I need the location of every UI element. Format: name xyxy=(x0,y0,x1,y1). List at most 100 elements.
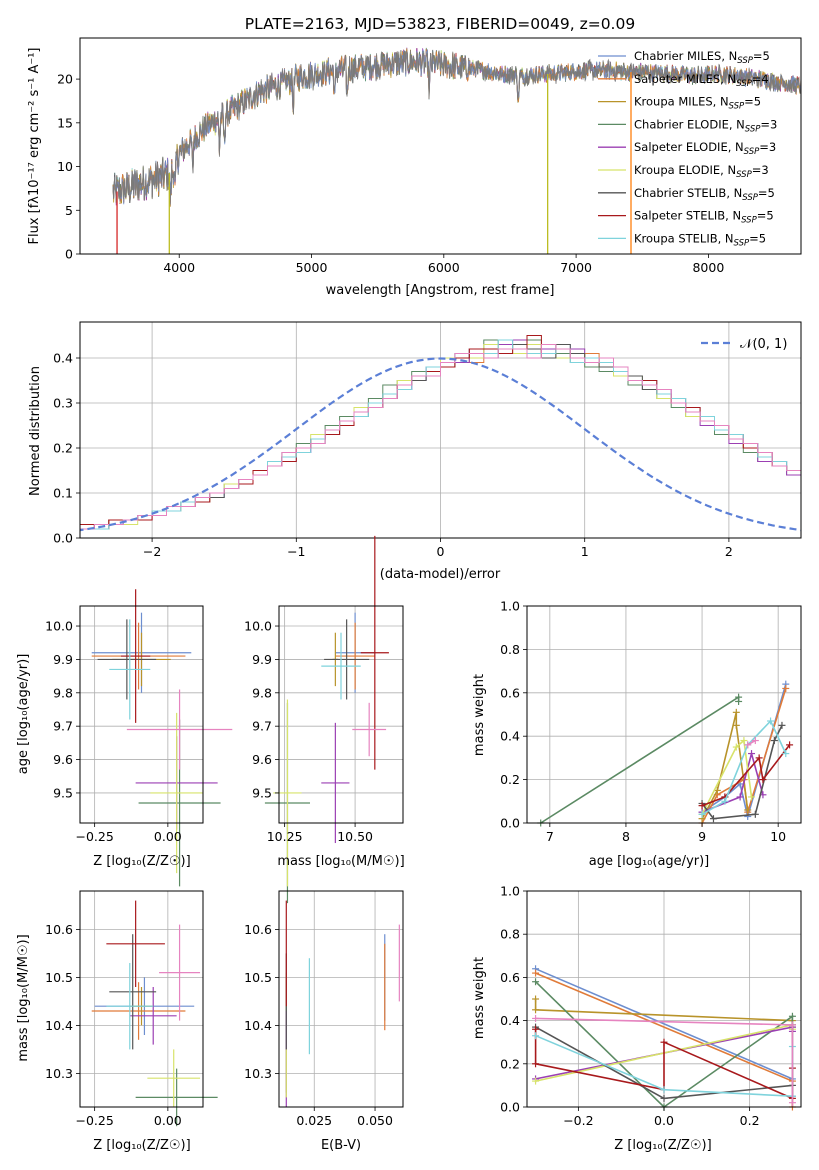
spectrum-xtick-label: 5000 xyxy=(296,260,328,275)
age-vs-mass-xlabel: mass [log₁₀(M/M☉)] xyxy=(277,854,404,869)
residuals-xtick-label: −1 xyxy=(287,544,305,559)
residuals-ytick-label: 0.1 xyxy=(53,486,73,501)
age_vs_mass-xtick-label: 10.25 xyxy=(267,829,303,844)
weight_vs_Z-ytick-label: 1.0 xyxy=(500,884,520,899)
mass_vs_ebv-xtick-label: 0.025 xyxy=(296,1113,332,1128)
legend-label: Kroupa ELODIE, NSSP=3 xyxy=(634,163,769,180)
weight-vs-z-ylabel: mass weight xyxy=(472,957,487,1039)
age_vs_Z-xtick-label: −0.25 xyxy=(75,829,113,844)
age_vs_Z-ytick-label: 9.5 xyxy=(53,785,73,800)
legend-label: Salpeter STELIB, NSSP=5 xyxy=(634,209,774,226)
weight_vs_Z-ytick-label: 0.4 xyxy=(500,1013,520,1028)
age_vs_mass-ytick-label: 9.9 xyxy=(252,652,272,667)
spectrum-xtick-label: 6000 xyxy=(428,260,460,275)
age_vs_Z-ytick-label: 9.6 xyxy=(53,752,73,767)
weight_vs_Z-xtick-label: 0.2 xyxy=(740,1113,760,1128)
age_vs_mass-xtick-label: 10.50 xyxy=(337,829,373,844)
mass-vs-z-panel: −0.25 0.00 10.3 10.4 10.5 10.6 xyxy=(45,890,218,1128)
age_vs_mass-ytick-label: 10.0 xyxy=(244,619,272,634)
spectrum-ylabel: Flux [fλ10⁻¹⁷ erg cm⁻² s⁻¹ A⁻¹] xyxy=(27,48,42,245)
spectrum-legend: Chabrier MILES, NSSP=5 Salpeter MILES, NS… xyxy=(598,49,777,248)
age_vs_Z-ytick-label: 9.8 xyxy=(53,685,73,700)
age_vs_Z-xtick-label: 0.00 xyxy=(154,829,182,844)
age_vs_mass-ytick-label: 9.5 xyxy=(252,785,272,800)
mass_vs_Z-ytick-label: 10.6 xyxy=(45,922,73,937)
residuals-ytick-label: 0.0 xyxy=(53,531,73,546)
residuals-ytick-label: 0.3 xyxy=(53,396,73,411)
weight_vs_age-ytick-label: 0.4 xyxy=(500,729,520,744)
weight_vs_age-xtick-label: 7 xyxy=(546,829,554,844)
residuals-histogram xyxy=(80,344,801,530)
residuals-histogram xyxy=(80,339,801,530)
age_vs_Z-ytick-label: 10.0 xyxy=(45,619,73,634)
residuals-legend: 𝒩(0, 1) xyxy=(701,337,787,352)
spectrum-frame xyxy=(79,37,802,255)
mass_vs_Z-ytick-label: 10.3 xyxy=(45,1066,73,1081)
mass_vs_ebv-frame xyxy=(278,890,404,1108)
weight_vs_age-ytick-label: 0.0 xyxy=(500,816,520,831)
weight_vs_age-ytick-label: 0.2 xyxy=(500,772,520,787)
weight-line xyxy=(540,695,740,824)
residuals-histogram xyxy=(80,344,801,530)
mass-vs-ebv-panel: 0.025 0.050 10.3 10.4 10.5 10.6 xyxy=(244,890,404,1128)
mass-vs-ebv-xlabel: E(B-V) xyxy=(321,1138,361,1153)
legend-label: Chabrier MILES, NSSP=5 xyxy=(634,49,770,66)
weight_vs_age-ytick-label: 1.0 xyxy=(500,599,520,614)
residuals-xtick-label: 0 xyxy=(437,544,445,559)
spectrum-xtick-label: 8000 xyxy=(692,260,724,275)
residuals-xlabel: (data-model)/error xyxy=(380,567,501,582)
residuals-ytick-label: 0.4 xyxy=(53,351,73,366)
weight_vs_age-ytick-label: 0.6 xyxy=(500,685,520,700)
legend-label: Kroupa MILES, NSSP=5 xyxy=(634,95,761,112)
age_vs_Z-ytick-label: 9.9 xyxy=(53,652,73,667)
residuals-xtick-label: −2 xyxy=(143,544,161,559)
residuals-panel: −2 −1 0 1 2 0.0 0.1 0.2 0.3 0.4 xyxy=(53,321,802,559)
weight-line xyxy=(701,738,753,815)
weight-vs-z-xlabel: Z [log₁₀(Z/Z☉)] xyxy=(614,1138,711,1153)
legend-label: Salpeter ELODIE, NSSP=3 xyxy=(634,140,776,157)
mass-vs-z-ylabel: mass [log₁₀(M/M☉)] xyxy=(16,934,31,1061)
weight_vs_age-xtick-label: 10 xyxy=(770,829,786,844)
weight_vs_Z-xtick-label: 0.0 xyxy=(654,1113,674,1128)
age_vs_Z-frame xyxy=(79,605,204,824)
weight_vs_Z-ytick-label: 0.6 xyxy=(500,970,520,985)
weight_vs_age-xtick-label: 8 xyxy=(622,829,630,844)
weight_vs_age-ytick-label: 0.8 xyxy=(500,642,520,657)
spectrum-ytick-label: 10 xyxy=(57,159,73,174)
spectrum-ytick-label: 5 xyxy=(65,203,73,218)
spectrum-xlabel: wavelength [Angstrom, rest frame] xyxy=(326,283,555,298)
weight-line xyxy=(701,750,764,813)
spectrum-ytick-label: 15 xyxy=(57,115,73,130)
age_vs_mass-ytick-label: 9.6 xyxy=(252,752,272,767)
weight-vs-age-ylabel: mass weight xyxy=(472,674,487,756)
residuals-plot-area xyxy=(80,335,801,532)
residuals-ylabel: Normed distribution xyxy=(28,366,43,496)
mass_vs_ebv-ytick-label: 10.4 xyxy=(244,1018,272,1033)
residuals-xtick-label: 1 xyxy=(581,544,589,559)
mass_vs_Z-xtick-label: 0.00 xyxy=(154,1113,182,1128)
residuals-histogram xyxy=(80,339,801,530)
weight_vs_Z-ytick-label: 0.2 xyxy=(500,1056,520,1071)
mass_vs_Z-ytick-label: 10.5 xyxy=(45,970,73,985)
spectrum-panel: 4000 5000 6000 7000 8000 0 5 10 15 20 xyxy=(57,37,802,275)
residuals-histogram xyxy=(80,344,801,530)
weight_vs_age-frame xyxy=(526,605,802,824)
weight-vs-age-xlabel: age [log₁₀(age/yr)] xyxy=(589,854,710,869)
age-vs-z-xlabel: Z [log₁₀(Z/Z☉)] xyxy=(93,854,190,869)
residuals-histogram xyxy=(80,339,801,525)
weight_vs_Z-xtick-label: −0.2 xyxy=(563,1113,593,1128)
age_vs_mass-frame xyxy=(278,605,404,824)
mass_vs_ebv-xtick-label: 0.050 xyxy=(357,1113,393,1128)
age-vs-z-panel: −0.25 0.00 9.5 9.6 9.7 9.8 9.9 10.0 xyxy=(45,589,233,887)
age-vs-mass-panel: 10.25 10.50 9.5 9.6 9.7 9.8 9.9 10.0 xyxy=(244,535,404,904)
residuals-histogram xyxy=(80,344,801,530)
spectrum-observed-line xyxy=(112,50,802,205)
weight-line xyxy=(747,739,756,746)
spectrum-xtick-label: 4000 xyxy=(163,260,195,275)
mass_vs_Z-ytick-label: 10.4 xyxy=(45,1018,73,1033)
mass-vs-z-xlabel: Z [log₁₀(Z/Z☉)] xyxy=(93,1138,190,1153)
residuals-legend-label: 𝒩(0, 1) xyxy=(740,337,787,352)
spectrum-ytick-label: 20 xyxy=(57,72,73,87)
spectrum-xtick-label: 7000 xyxy=(560,260,592,275)
